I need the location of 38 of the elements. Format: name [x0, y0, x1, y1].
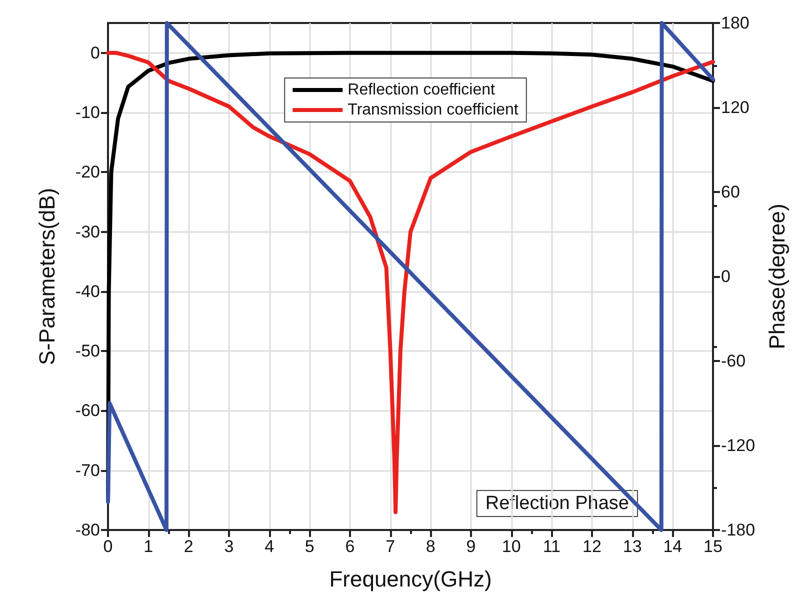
y-tick-label: -30	[75, 222, 100, 242]
y2-tick-label: -60	[721, 352, 746, 370]
y-axis-title: S-Parameters(dB)	[34, 188, 60, 366]
x-tick-label: 11	[542, 537, 560, 556]
y-tick-label: -20	[75, 162, 100, 182]
x-tick-label: 4	[264, 537, 274, 556]
y2-tick-label: 120	[721, 98, 750, 117]
y-tick-label: -60	[75, 401, 100, 420]
x-tick-label: 9	[466, 537, 476, 556]
y2-tick-label: 60	[721, 182, 740, 202]
y2-tick-label: 0	[721, 267, 730, 286]
y2-axis-title: Phase(degree)	[764, 204, 790, 350]
x-tick-label: 0	[103, 537, 113, 556]
y-tick-label: -70	[75, 460, 100, 480]
y-tick-label: 0	[90, 43, 100, 62]
y2-tick-label: -120	[721, 436, 756, 455]
x-tick-label: 7	[386, 537, 396, 556]
y2-tick-label: 180	[721, 14, 750, 32]
series-label: Reflection Phase	[485, 493, 630, 514]
y2-tick-label: -180	[721, 520, 756, 540]
x-tick-label: 15	[704, 537, 722, 556]
y-tick-label: -50	[75, 342, 100, 361]
x-tick-label: 6	[345, 537, 355, 556]
x-tick-label: 13	[622, 537, 642, 556]
x-tick-label: 14	[663, 537, 682, 556]
x-tick-label: 12	[582, 537, 602, 556]
legend-label: Transmission coefficient	[348, 102, 519, 118]
legend-label: Reflection coefficient	[348, 82, 496, 98]
y-tick-label: -40	[75, 282, 100, 301]
x-tick-label: 8	[426, 537, 436, 556]
x-tick-label: 10	[502, 537, 521, 556]
y-tick-label: -80	[75, 520, 100, 540]
x-tick-label: 5	[304, 537, 314, 556]
x-tick-label: 3	[224, 537, 234, 556]
x-tick-label: 2	[184, 537, 194, 556]
x-axis-title: Frequency(GHz)	[329, 566, 492, 592]
x-tick-label: 1	[144, 537, 154, 556]
y-tick-label: -10	[75, 102, 100, 122]
